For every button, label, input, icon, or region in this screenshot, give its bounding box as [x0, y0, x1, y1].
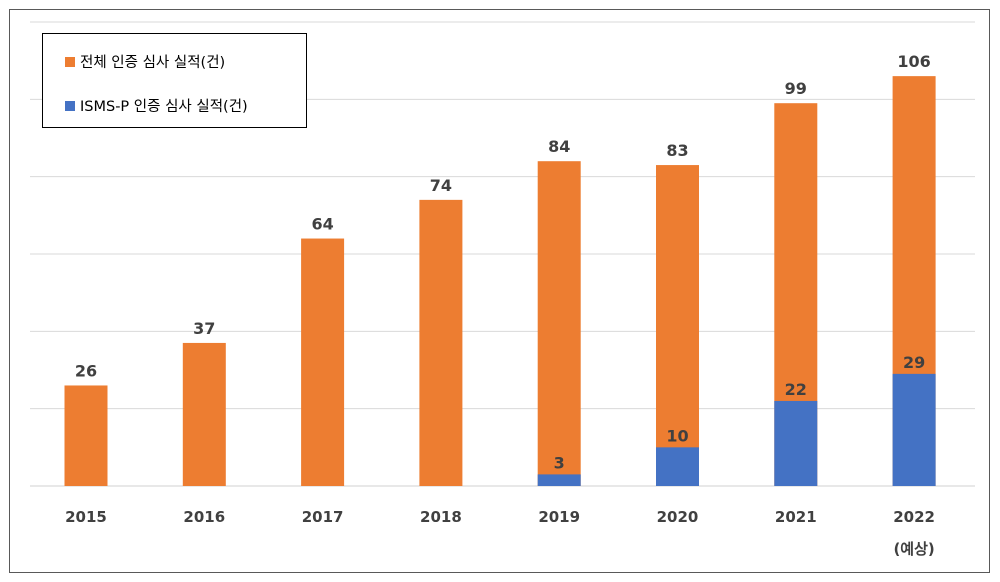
legend-swatch-total [65, 56, 75, 67]
x-tick-label: 2018 [420, 508, 462, 526]
legend-item-isms-p: ISMS-P 인증 심사 실적(건) [65, 95, 248, 116]
legend-item-total: 전체 인증 심사 실적(건) [65, 51, 225, 72]
x-tick-label: 2020 [657, 508, 699, 526]
x-tick-label: 2021 [775, 508, 817, 526]
legend-label-isms-p: ISMS-P 인증 심사 실적(건) [80, 99, 248, 115]
data-label-total: 74 [430, 176, 452, 195]
data-label-isms-p: 10 [666, 426, 688, 445]
x-tick-label: 2022 [893, 508, 935, 526]
data-label-total: 26 [75, 361, 97, 380]
bar-total [419, 199, 463, 486]
x-tick-label: 2015 [65, 508, 107, 526]
x-tick-label: 2016 [183, 508, 225, 526]
data-label-total: 83 [666, 141, 688, 160]
bar-total [656, 165, 699, 487]
bar-total [64, 385, 108, 486]
bar-total [182, 342, 226, 486]
x-tick-label: 2019 [538, 508, 580, 526]
chart-legend: 전체 인증 심사 실적(건) ISMS-P 인증 심사 실적(건) [42, 33, 307, 128]
bar-isms-p [656, 447, 699, 486]
data-label-total: 37 [193, 319, 215, 338]
bar-isms-p [892, 373, 936, 486]
legend-label-total: 전체 인증 심사 실적(건) [80, 55, 226, 71]
data-label-total: 106 [897, 52, 930, 71]
bar-total [537, 161, 581, 486]
data-label-total: 99 [785, 79, 807, 98]
data-label-total: 84 [548, 137, 570, 156]
bar-isms-p [537, 474, 581, 486]
legend-swatch-isms-p [65, 100, 75, 111]
data-label-isms-p: 22 [785, 380, 807, 399]
data-label-isms-p: 29 [903, 353, 925, 372]
data-label-isms-p: 3 [554, 453, 565, 472]
x-tick-sublabel: (예상) [893, 540, 934, 558]
bar-total [301, 238, 345, 486]
x-tick-label: 2017 [302, 508, 344, 526]
bar-isms-p [774, 400, 818, 486]
data-label-total: 64 [311, 215, 333, 234]
